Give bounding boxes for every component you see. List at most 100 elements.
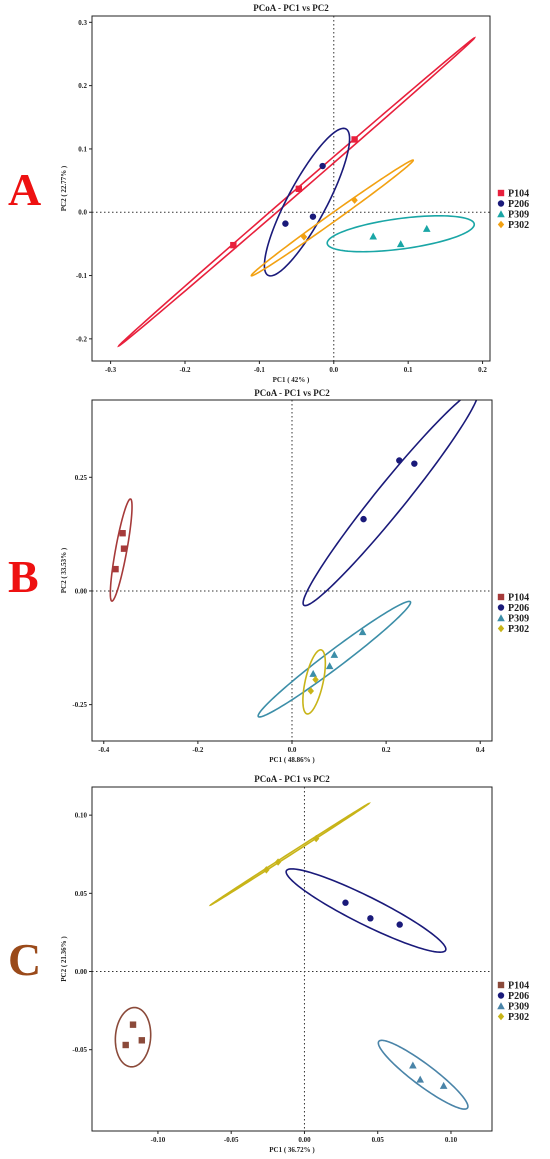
panel-a-point-p104-2 <box>295 185 303 193</box>
panel-b-legend-marker-p309 <box>497 614 505 622</box>
panel-a-ellipse-p104 <box>117 36 477 348</box>
panel-b-ytick-label: 0.25 <box>75 474 88 482</box>
panel-a-xtick-label: -0.1 <box>254 366 266 374</box>
panel-a-ytick-label: 0.1 <box>78 145 87 153</box>
panel-c-xlabel: PC1 ( 36.72% ) <box>269 1146 315 1154</box>
panel-c-ytick-label: 0.10 <box>75 812 88 820</box>
panel-b-xlabel: PC1 ( 48.86% ) <box>269 756 315 764</box>
panel-a-ytick-label: 0.2 <box>78 82 87 90</box>
panel-b-point-p206-3 <box>411 460 418 467</box>
panel-b-point-p309-3 <box>330 650 339 658</box>
panel-a-point-p104-3 <box>351 136 358 143</box>
panel-c-xtick-label: -0.05 <box>224 1136 239 1144</box>
panel-c-frame <box>91 786 493 1132</box>
panel-c-point-p302-2 <box>274 858 282 866</box>
panel-a-ylabel: PC2 ( 22.77% ) <box>60 165 68 211</box>
panel-b-point-p206-1 <box>360 515 367 523</box>
panel-c-legend-marker-p206 <box>497 992 505 999</box>
panel-c-legend-marker-p104 <box>497 981 505 989</box>
panel-a-ytick-label: -0.1 <box>76 272 88 280</box>
panel-a-point-p302-1 <box>300 233 308 241</box>
panel-b-xtick-label: 0.0 <box>288 746 297 754</box>
panel-a-point-p206-1 <box>282 220 289 227</box>
panel-b-ellipse-p206 <box>302 400 478 607</box>
panel-c-ellipse-p302 <box>208 802 371 907</box>
panel-a-legend-label-p302: P302 <box>508 220 529 231</box>
panel-c-title: PCoA - PC1 vs PC2 <box>254 774 330 784</box>
panel-a-point-p206-3 <box>319 162 326 170</box>
panel-c-ytick-label: 0.05 <box>75 890 88 898</box>
panel-a-ellipse-p302 <box>250 159 415 277</box>
panel-c-xtick-label: 0.05 <box>372 1136 385 1144</box>
panel-a-point-p309-2 <box>396 240 405 248</box>
panel-b-point-p206-2 <box>396 457 403 464</box>
panel-b-legend-marker-p206 <box>497 604 505 611</box>
panel-a-ytick-label: -0.2 <box>76 335 88 343</box>
panel-b-point-p309-1 <box>309 669 317 677</box>
panel-b-plot-area <box>109 400 478 718</box>
panel-b-legend-label-p104: P104 <box>508 593 529 604</box>
panel-b-point-p104-2 <box>119 530 126 537</box>
panel-a-ellipse-p206 <box>263 127 351 277</box>
panel-a-legend-label-p104: P104 <box>508 189 529 200</box>
panel-b-point-p104-3 <box>120 545 128 552</box>
panel-c-legend-label-p206: P206 <box>508 991 529 1002</box>
panel-a-xtick-label: -0.2 <box>179 366 191 374</box>
panel-b-legend-marker-p104 <box>497 593 505 601</box>
panel-b-point-p309-2 <box>325 662 334 670</box>
panel-c-legend-label-p309: P309 <box>508 1002 529 1013</box>
panel-c-point-p104-1 <box>122 1041 129 1049</box>
panel-b-legend-label-p302: P302 <box>508 624 529 635</box>
panel-a-legend-marker-p309 <box>497 210 505 218</box>
panel-a-xlabel: PC1 ( 42% ) <box>273 376 310 384</box>
panel-c-point-p206-3 <box>396 921 403 928</box>
panel-a-plot-area <box>117 36 477 348</box>
panel-c-xtick-label: 0.00 <box>298 1136 311 1144</box>
panel-b-xtick-label: -0.4 <box>98 746 110 754</box>
panel-c-point-p104-3 <box>138 1037 146 1044</box>
panel-a-point-p309-3 <box>422 224 431 232</box>
panel-c-point-p309-1 <box>409 1061 417 1069</box>
panel-a-frame <box>91 15 491 362</box>
panel-c-xtick-label: 0.10 <box>445 1136 458 1144</box>
panel-c-point-p309-2 <box>416 1075 425 1083</box>
panel-c-ellipse-p206 <box>285 868 447 953</box>
panel-a-legend-marker-p206 <box>497 200 505 207</box>
panel-b-ellipse-p302 <box>302 649 327 715</box>
panel-c-point-p302-1 <box>263 866 270 874</box>
panel-c-ellipse-p104 <box>114 1006 152 1068</box>
panel-a-legend-marker-p104 <box>497 189 505 197</box>
panel-a-point-p309-1 <box>369 232 378 240</box>
panel-b-letter: B <box>8 551 39 602</box>
panel-a-point-p302-2 <box>351 196 358 204</box>
panel-c-legend-label-p104: P104 <box>508 981 529 992</box>
panel-b-ytick-label: 0.00 <box>75 587 88 595</box>
panel-c-point-p302-3 <box>312 834 320 843</box>
panel-b-ytick-label: -0.25 <box>72 701 87 709</box>
panel-c-point-p309-3 <box>439 1081 448 1089</box>
panel-b-legend-label-p309: P309 <box>508 614 529 625</box>
panel-c-legend-label-p302: P302 <box>508 1012 529 1023</box>
panel-b-xtick-label: 0.4 <box>476 746 485 754</box>
panel-a-point-p206-2 <box>309 213 317 220</box>
panel-b-point-p309-4 <box>358 628 367 636</box>
panel-c-ylabel: PC2 ( 21.36% ) <box>60 936 68 982</box>
panel-b: B PCoA - PC1 vs PC2 -0.4 -0.2 0.0 0.2 0.4 -0.25… <box>8 388 529 764</box>
panel-b-point-p302-1 <box>307 687 315 695</box>
panel-a: A PCoA - PC1 vs PC2 -0.3 -0.2 -0.1 0.0 0.1 0.2 -… <box>8 3 529 384</box>
panel-b-ellipse-p309 <box>257 600 412 718</box>
panel-a-legend-label-p206: P206 <box>508 199 529 210</box>
panel-b-xtick-label: 0.2 <box>382 746 391 754</box>
panel-a-legend-marker-p302 <box>497 220 505 229</box>
panel-b-frame <box>91 399 493 742</box>
panel-a-xtick-label: 0.1 <box>404 366 413 374</box>
panel-a-xtick-label: 0.2 <box>478 366 487 374</box>
panel-c-ytick-label: -0.05 <box>72 1046 87 1054</box>
panel-a-legend-label-p309: P309 <box>508 210 529 221</box>
panel-a-ytick-label: 0.0 <box>78 209 87 217</box>
panel-a-xtick-label: -0.3 <box>105 366 117 374</box>
